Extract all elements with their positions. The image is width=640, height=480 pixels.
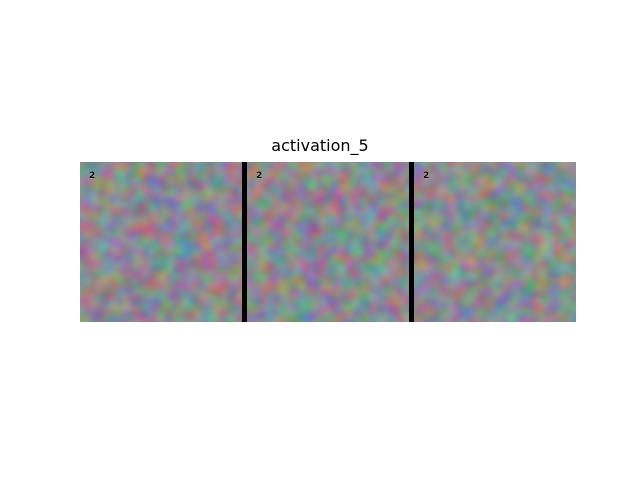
activation-image-strip: 2 2 2 bbox=[80, 162, 576, 322]
activation-noise-image-2 bbox=[247, 162, 409, 322]
activation-panel-1: 2 bbox=[80, 162, 242, 322]
panel-label-3: 2 bbox=[423, 171, 430, 181]
figure-title: activation_5 bbox=[271, 136, 369, 155]
activation-panel-2: 2 bbox=[247, 162, 409, 322]
activation-noise-image-1 bbox=[80, 162, 242, 322]
panel-label-2: 2 bbox=[256, 171, 263, 181]
activation-noise-image-3 bbox=[414, 162, 576, 322]
panel-label-1: 2 bbox=[89, 171, 96, 181]
activation-panel-3: 2 bbox=[414, 162, 576, 322]
